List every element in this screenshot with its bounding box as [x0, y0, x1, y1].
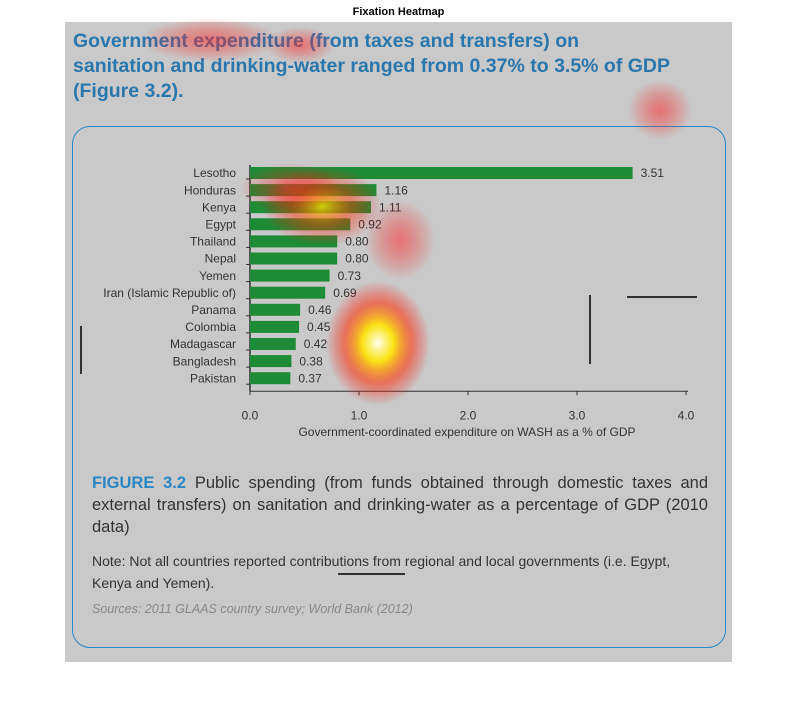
- value-label: 0.92: [358, 217, 382, 231]
- bar: [250, 286, 326, 299]
- value-label: 3.51: [641, 166, 665, 180]
- bar: [250, 355, 292, 368]
- bar: [250, 338, 296, 350]
- bar: [250, 320, 300, 333]
- x-tick-label: 0.0: [242, 408, 259, 422]
- y-tick-label: Thailand: [190, 235, 236, 249]
- figure-frame: [72, 126, 726, 648]
- value-label: 0.42: [304, 337, 328, 351]
- y-tick-label: Yemen: [199, 269, 236, 283]
- value-label: 0.73: [338, 269, 362, 283]
- bar: [250, 252, 338, 265]
- caption-text: Public spending (from funds obtained thr…: [92, 474, 708, 536]
- x-axis-label: Government-coordinated expenditure on WA…: [298, 425, 635, 439]
- y-tick-label: Nepal: [205, 252, 236, 266]
- value-label: 0.46: [308, 303, 332, 317]
- sources: Sources: 2011 GLAAS country survey; Worl…: [92, 602, 413, 616]
- bar: [250, 372, 291, 385]
- caption-label: FIGURE 3.2: [92, 474, 187, 492]
- value-label: 1.11: [379, 200, 402, 214]
- value-label: 0.38: [299, 354, 323, 368]
- y-tick-label: Bangladesh: [173, 354, 236, 368]
- page-title: Fixation Heatmap: [352, 6, 445, 18]
- y-tick-label: Kenya: [202, 200, 236, 214]
- value-label: 0.80: [345, 235, 369, 249]
- y-tick-label: Panama: [191, 303, 236, 317]
- bar: [250, 201, 371, 214]
- x-tick-label: 1.0: [351, 408, 368, 422]
- y-tick-label: Honduras: [184, 183, 236, 197]
- x-tick-label: 2.0: [460, 408, 477, 422]
- y-tick-label: Iran (Islamic Republic of): [103, 286, 236, 300]
- bar: [250, 218, 351, 231]
- y-tick-label: Lesotho: [193, 166, 236, 180]
- bar: [250, 269, 330, 282]
- x-tick-label: 3.0: [569, 408, 586, 422]
- bar: [250, 167, 633, 179]
- value-label: 0.80: [345, 252, 369, 266]
- x-tick-label: 4.0: [678, 408, 695, 422]
- value-label: 0.69: [333, 286, 357, 300]
- value-label: 1.16: [384, 183, 408, 197]
- bar: [250, 303, 301, 316]
- value-label: 0.45: [307, 320, 331, 334]
- value-label: 0.37: [298, 371, 322, 385]
- note: Note: Not all countries reported contrib…: [92, 553, 671, 591]
- y-tick-label: Colombia: [185, 320, 236, 334]
- y-tick-label: Madagascar: [170, 337, 236, 351]
- bar: [250, 184, 377, 197]
- figure-caption: FIGURE 3.2 Public spending (from funds o…: [92, 472, 708, 538]
- bar: [250, 235, 338, 248]
- y-tick-label: Pakistan: [190, 371, 236, 385]
- y-tick-label: Egypt: [205, 217, 236, 231]
